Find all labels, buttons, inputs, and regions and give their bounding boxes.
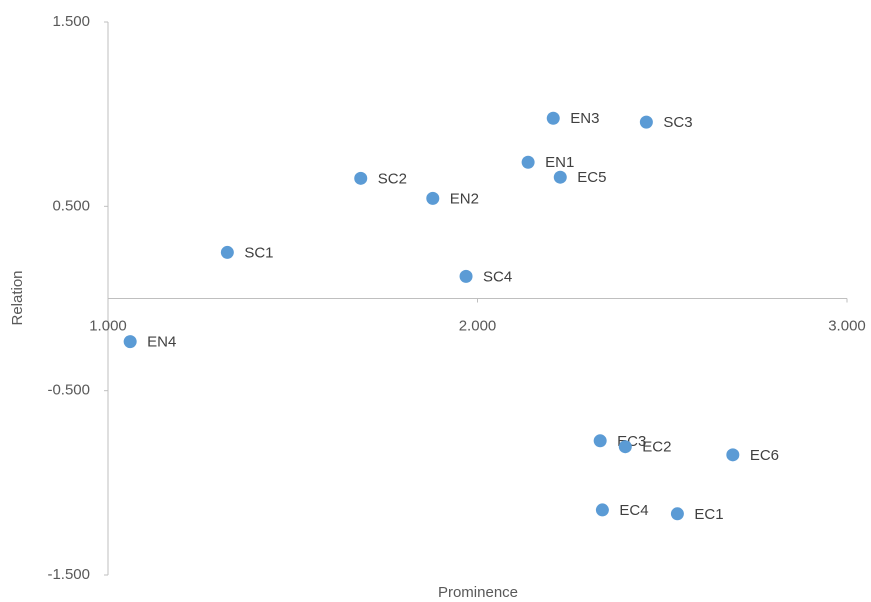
point <box>426 192 439 205</box>
point <box>619 440 632 453</box>
point-label: EN1 <box>545 154 574 171</box>
point <box>460 270 473 283</box>
x-tick-label: 1.000 <box>89 317 127 334</box>
point-label: EN3 <box>570 110 599 127</box>
point-label: EC2 <box>642 439 671 456</box>
point <box>640 116 653 129</box>
x-axis-title: Prominence <box>438 584 518 601</box>
point-label: EN2 <box>450 190 479 207</box>
x-tick-label: 3.000 <box>828 317 866 334</box>
y-tick-label: 0.500 <box>52 197 90 214</box>
y-tick-label: 1.500 <box>52 13 90 30</box>
point <box>554 171 567 184</box>
y-tick-label: -0.500 <box>47 382 90 399</box>
x-tick-label: 2.000 <box>459 317 497 334</box>
point <box>726 448 739 461</box>
point-label: EN4 <box>147 334 176 351</box>
chart: Prominence Relation -1.500 -0.500 0.500 1.5… <box>0 0 871 602</box>
point-label: EC5 <box>577 169 606 186</box>
point-label: SC2 <box>378 170 407 187</box>
point-label: EC4 <box>619 502 648 519</box>
point-label: SC4 <box>483 268 512 285</box>
point <box>547 112 560 125</box>
point <box>221 246 234 259</box>
point <box>671 507 684 520</box>
point-label: SC1 <box>244 244 273 261</box>
point-label: SC3 <box>663 114 692 131</box>
point-label: EC1 <box>694 506 723 523</box>
point <box>594 434 607 447</box>
point <box>354 172 367 185</box>
y-tick-label: -1.500 <box>47 566 90 583</box>
point <box>124 335 137 348</box>
point <box>522 156 535 169</box>
point <box>596 503 609 516</box>
y-axis-title: Relation <box>9 270 26 325</box>
point-label: EC6 <box>750 447 779 464</box>
